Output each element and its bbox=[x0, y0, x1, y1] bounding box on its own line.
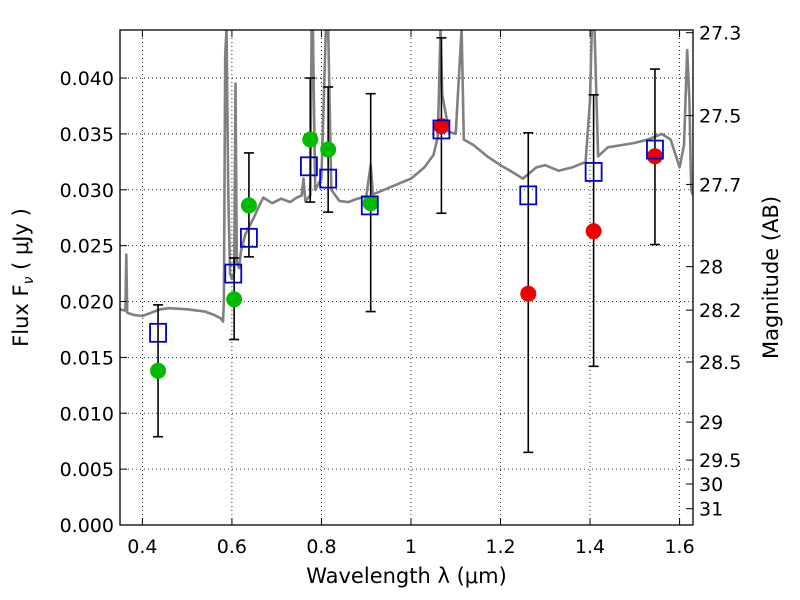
green-data-point bbox=[150, 362, 167, 379]
right-tick-label: 27.5 bbox=[699, 106, 741, 128]
model-square-marker bbox=[319, 168, 338, 189]
model-square-marker bbox=[149, 322, 167, 343]
x-tick-label: 1 bbox=[405, 536, 417, 558]
y-tick-label: 0.000 bbox=[60, 515, 114, 537]
y-axis-label-unit: ( μJy ) bbox=[9, 208, 33, 276]
red-data-point bbox=[585, 223, 602, 240]
x-axis-label: Wavelength λ (μm) bbox=[306, 564, 507, 588]
red-photometry-series bbox=[433, 118, 663, 302]
right-tick-label: 29 bbox=[699, 412, 723, 434]
right-tick-label: 28.5 bbox=[699, 352, 741, 374]
spectrum-line bbox=[120, 30, 693, 323]
plot-frame bbox=[119, 29, 694, 526]
x-tick-label: 0.6 bbox=[217, 536, 247, 558]
y-tick-label: 0.010 bbox=[60, 403, 114, 425]
green-data-point bbox=[320, 141, 337, 158]
y-tick-label: 0.035 bbox=[60, 124, 114, 146]
model-square-marker bbox=[360, 195, 379, 216]
red-data-point bbox=[520, 285, 537, 302]
spectrum-series bbox=[120, 30, 693, 323]
y-tick-label: 0.030 bbox=[60, 180, 114, 202]
y-tick-label: 0.015 bbox=[60, 347, 114, 369]
y-tick-label: 0.025 bbox=[60, 236, 114, 258]
model-square-marker bbox=[240, 227, 258, 248]
model-squares-series bbox=[149, 119, 664, 343]
y-tick-label: 0.040 bbox=[60, 68, 114, 90]
y-axis-label-main: Flux F bbox=[9, 284, 33, 346]
axis-ticks: 0.4 0.6 0.8 1 1.2 1.4 1.6 0.000 0.005 0.010 0.015 0… bbox=[60, 23, 742, 558]
x-tick-label: 1.4 bbox=[575, 536, 605, 558]
green-data-point bbox=[362, 195, 379, 212]
y-axis-label-sub: ν bbox=[21, 276, 37, 284]
model-square-marker bbox=[519, 185, 538, 206]
right-tick-label: 27.3 bbox=[699, 23, 741, 45]
right-tick-label: 28.2 bbox=[699, 300, 741, 322]
y-tick-label: 0.020 bbox=[60, 292, 114, 314]
right-tick-label: 30 bbox=[699, 474, 723, 496]
red-data-point bbox=[433, 118, 450, 135]
right-tick-label: 29.5 bbox=[699, 450, 741, 472]
green-data-point bbox=[226, 291, 243, 308]
green-data-point bbox=[302, 131, 319, 148]
model-square-marker bbox=[584, 162, 603, 182]
green-data-point bbox=[240, 197, 257, 214]
y-axis-label-right: Magnitude (AB) bbox=[759, 196, 783, 359]
model-square-marker bbox=[224, 263, 243, 284]
green-photometry-series bbox=[150, 131, 379, 379]
grid bbox=[120, 30, 693, 526]
y-tick-label: 0.005 bbox=[60, 459, 114, 481]
model-square-marker bbox=[300, 156, 318, 177]
x-tick-label: 0.4 bbox=[127, 536, 157, 558]
x-tick-label: 1.6 bbox=[664, 536, 694, 558]
x-tick-label: 0.8 bbox=[306, 536, 336, 558]
model-square-marker bbox=[432, 119, 451, 140]
x-tick-label: 1.2 bbox=[485, 536, 515, 558]
red-data-point bbox=[646, 148, 663, 165]
right-tick-label: 28 bbox=[699, 257, 723, 279]
right-tick-label: 27.7 bbox=[699, 174, 741, 196]
y-axis-label-left: Flux Fν ( μJy ) bbox=[9, 208, 37, 347]
model-square-marker bbox=[646, 139, 664, 160]
right-tick-label: 31 bbox=[699, 499, 723, 521]
